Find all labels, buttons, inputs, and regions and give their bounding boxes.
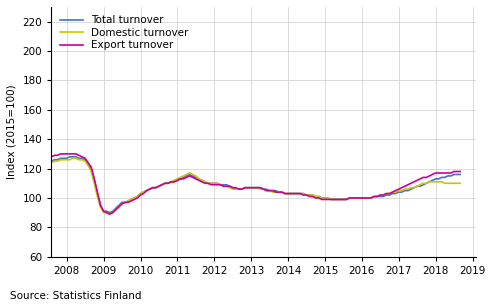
Domestic turnover	[211, 181, 217, 185]
Export turnover	[143, 189, 149, 192]
Line: Total turnover: Total turnover	[51, 157, 460, 213]
Text: Source: Statistics Finland: Source: Statistics Finland	[10, 291, 141, 301]
Total turnover	[67, 155, 72, 159]
Domestic turnover	[156, 185, 162, 188]
Line: Domestic turnover: Domestic turnover	[51, 158, 460, 214]
Export turnover	[457, 170, 463, 173]
Total turnover	[48, 159, 54, 163]
Domestic turnover	[436, 180, 442, 184]
Y-axis label: Index (2015=100): Index (2015=100)	[7, 85, 17, 179]
Domestic turnover	[48, 161, 54, 164]
Export turnover	[106, 212, 112, 216]
Export turnover	[436, 171, 442, 175]
Total turnover	[436, 177, 442, 181]
Total turnover	[457, 173, 463, 176]
Export turnover	[58, 152, 64, 156]
Domestic turnover	[143, 189, 149, 192]
Domestic turnover	[439, 180, 445, 184]
Line: Export turnover: Export turnover	[51, 154, 460, 214]
Total turnover	[106, 211, 112, 215]
Total turnover	[439, 176, 445, 179]
Domestic turnover	[70, 157, 76, 160]
Total turnover	[156, 185, 162, 188]
Domestic turnover	[457, 181, 463, 185]
Export turnover	[156, 185, 162, 188]
Export turnover	[48, 155, 54, 159]
Total turnover	[211, 181, 217, 185]
Total turnover	[73, 155, 79, 159]
Export turnover	[73, 152, 79, 156]
Legend: Total turnover, Domestic turnover, Export turnover: Total turnover, Domestic turnover, Expor…	[57, 12, 191, 54]
Export turnover	[211, 183, 217, 187]
Export turnover	[439, 171, 445, 175]
Domestic turnover	[106, 212, 112, 216]
Domestic turnover	[73, 157, 79, 160]
Total turnover	[143, 189, 149, 192]
